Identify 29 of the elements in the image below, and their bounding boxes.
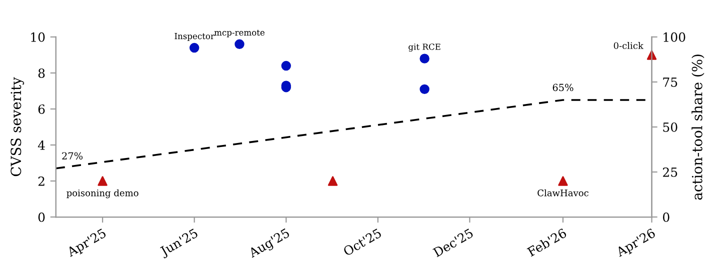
point (420, 84, 430, 94)
point (234, 39, 244, 50)
point (98, 176, 108, 186)
y-tick-label: 10 (31, 32, 45, 42)
data-label: 27% (62, 152, 83, 160)
point (281, 60, 291, 71)
point (189, 42, 200, 53)
point (328, 176, 338, 186)
y-tick-label: 0 (38, 212, 45, 222)
annotation: mcp-remote (214, 30, 264, 38)
y-tick-label: 4 (38, 140, 45, 150)
y2-tick-label: 50 (663, 122, 678, 132)
y2-tick-label: 100 (664, 32, 686, 42)
annotation: Inspector (174, 33, 214, 41)
y-axis-title: CVSS severity (10, 77, 24, 176)
point (420, 54, 430, 64)
point (558, 176, 568, 186)
y2-tick-label: 75 (663, 78, 678, 87)
y-tick-label: 6 (38, 104, 45, 114)
annotation: git RCE (408, 44, 440, 52)
y-tick-label: 8 (38, 68, 45, 78)
y2-axis-title: action-tool share (%) (692, 54, 704, 200)
y2-tick-label: 25 (663, 167, 678, 177)
annotation: ClawHavoc (538, 189, 588, 196)
annotation: 0-click (614, 42, 644, 50)
annotation: poisoning demo (66, 189, 138, 198)
y2-tick-label: 0 (662, 212, 670, 222)
y-tick-label: 2 (38, 176, 44, 186)
data-label: 65% (552, 84, 574, 92)
